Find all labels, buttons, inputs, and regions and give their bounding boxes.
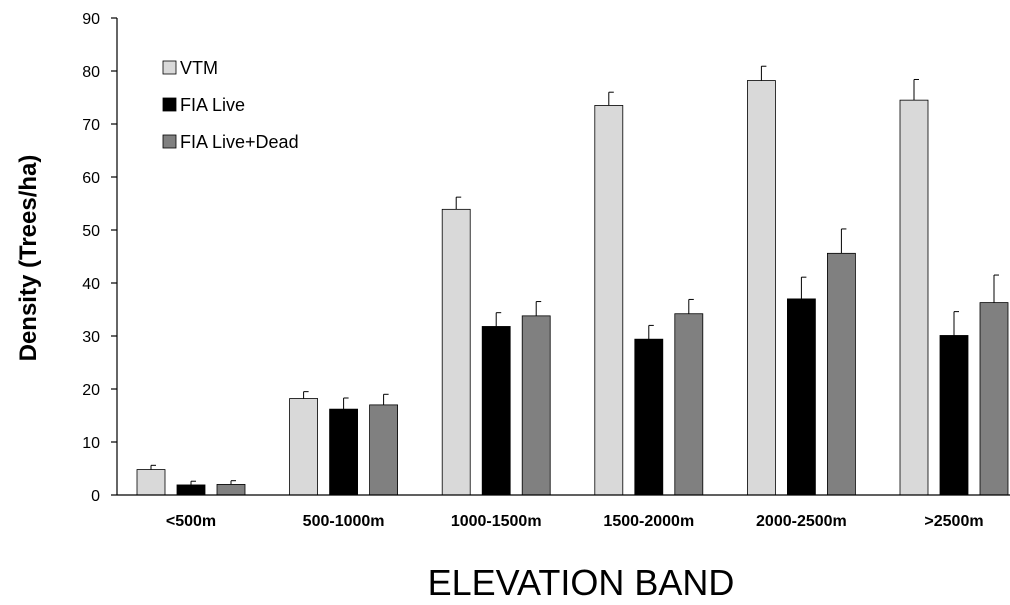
y-tick-label: 80 <box>82 64 100 81</box>
legend-label: FIA Live+Dead <box>180 132 299 152</box>
bar <box>674 313 704 496</box>
legend-label: VTM <box>180 58 218 78</box>
legend-swatch <box>162 134 177 149</box>
y-tick-label: 30 <box>82 329 100 346</box>
legend-swatch <box>162 60 177 75</box>
bar <box>939 335 969 496</box>
x-tick-label: 500-1000m <box>303 513 385 530</box>
x-tick-label: <500m <box>166 513 216 530</box>
bar <box>216 483 246 496</box>
y-tick-label: 40 <box>82 276 100 293</box>
y-tick-label: 60 <box>82 170 100 187</box>
legend-swatch <box>162 97 177 112</box>
bar-series <box>136 80 1009 496</box>
bar <box>289 398 319 496</box>
y-axis-title: Density (Trees/ha) <box>15 155 42 362</box>
bar <box>787 298 816 496</box>
y-axis-ticks: 0 10 20 30 40 50 60 70 80 90 <box>82 11 117 505</box>
y-tick-label: 70 <box>82 117 100 134</box>
x-axis-category-labels: <500m 500-1000m 1000-1500m 1500-2000m 2000-2… <box>166 513 984 530</box>
bar <box>979 302 1009 496</box>
x-tick-label: 1000-1500m <box>451 513 542 530</box>
y-tick-label: 90 <box>82 11 100 28</box>
x-tick-label: >2500m <box>924 513 983 530</box>
y-tick-label: 50 <box>82 223 100 240</box>
bar <box>899 99 929 496</box>
y-tick-label: 0 <box>91 488 100 505</box>
bar <box>747 80 776 496</box>
x-tick-label: 1500-2000m <box>603 513 694 530</box>
bar <box>369 404 399 496</box>
error-bars <box>150 65 999 485</box>
bar <box>329 408 359 496</box>
bar <box>136 469 166 496</box>
x-axis-title: ELEVATION BAND <box>428 562 735 603</box>
x-tick-label: 2000-2500m <box>756 513 847 530</box>
y-tick-label: 10 <box>82 435 100 452</box>
bar <box>481 326 511 496</box>
y-tick-label: 20 <box>82 382 100 399</box>
bar <box>594 105 624 496</box>
legend: VTM FIA Live FIA Live+Dead <box>162 58 299 152</box>
bar <box>827 252 856 496</box>
bar <box>634 338 664 496</box>
bar <box>521 315 551 496</box>
legend-label: FIA Live <box>180 95 245 115</box>
bar <box>176 484 206 496</box>
bar <box>441 208 471 496</box>
